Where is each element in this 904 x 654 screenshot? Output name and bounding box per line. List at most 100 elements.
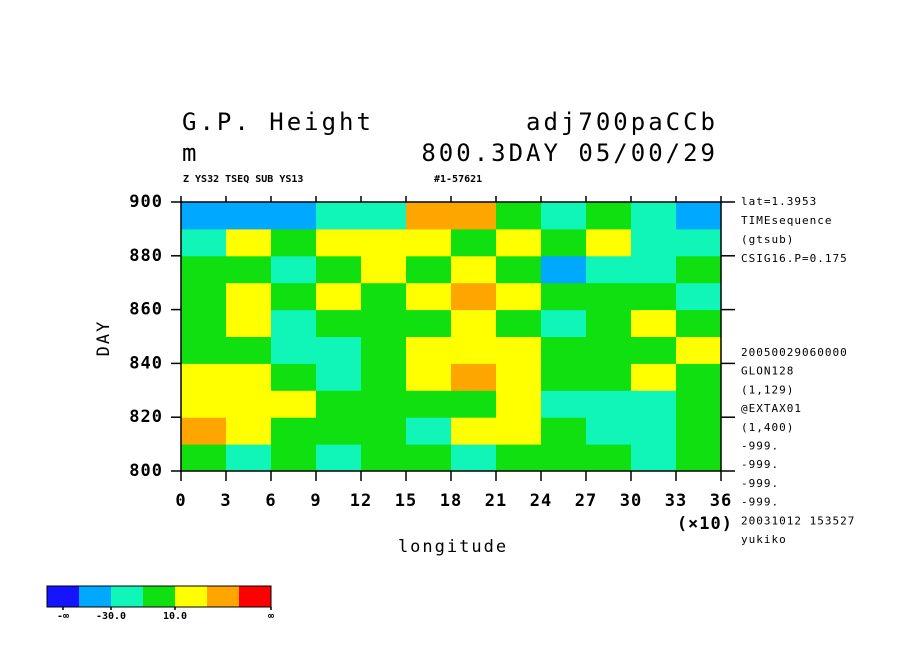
heat-cell <box>361 282 407 311</box>
heat-cell <box>406 336 452 364</box>
x-tick-label: 0 <box>175 491 186 511</box>
heat-cell <box>631 417 677 445</box>
heat-cell <box>271 282 317 311</box>
heat-cell <box>226 255 272 284</box>
heat-cell <box>181 444 227 472</box>
heat-cell <box>226 309 272 337</box>
heat-cell <box>631 255 677 284</box>
heat-cell <box>406 202 452 230</box>
info-text: TIMEsequence <box>741 214 832 227</box>
x-tick-label: 9 <box>310 491 321 511</box>
heat-cell <box>496 202 542 230</box>
heat-cell <box>361 228 407 257</box>
heat-cell <box>631 309 677 337</box>
heat-cell <box>361 417 407 445</box>
heat-cell <box>406 309 452 337</box>
y-tick-label: 840 <box>129 353 163 373</box>
heat-cell <box>361 336 407 364</box>
x-tick-label: 27 <box>575 491 597 511</box>
heat-cell <box>676 444 722 472</box>
note: Z YS32 TSEQ SUB YS13 <box>183 174 303 185</box>
heat-cell <box>181 363 227 391</box>
heat-cell <box>586 228 632 257</box>
x-tick-label: 12 <box>350 491 372 511</box>
heat-cell <box>496 336 542 364</box>
heat-cell <box>316 444 362 472</box>
heat-cell <box>631 228 677 257</box>
heat-cell <box>496 255 542 284</box>
heat-cell <box>496 309 542 337</box>
heat-cell <box>316 282 362 311</box>
units: m <box>182 139 199 167</box>
heat-cell <box>406 228 452 257</box>
subtitle: 800.3DAY 05/00/29 <box>421 139 718 167</box>
colorbar-swatch <box>143 586 176 607</box>
heat-cell <box>496 390 542 418</box>
heat-cell <box>676 255 722 284</box>
heat-cell <box>676 309 722 337</box>
heat-cell <box>451 417 497 445</box>
heat-cell <box>676 390 722 418</box>
heat-cell <box>406 444 452 472</box>
x-tick-label: 21 <box>485 491 507 511</box>
note: #1-57621 <box>434 174 482 185</box>
heat-cell <box>181 390 227 418</box>
heat-cell <box>676 282 722 311</box>
heat-cell <box>271 363 317 391</box>
heat-cell <box>631 202 677 230</box>
x-multiplier: (×10) <box>677 514 733 534</box>
heat-cell <box>316 417 362 445</box>
info-text: 20031012 153527 <box>741 514 855 527</box>
x-tick-label: 6 <box>265 491 276 511</box>
heat-cell <box>451 363 497 391</box>
heat-cell <box>181 336 227 364</box>
chart-title: G.P. Height <box>182 108 374 136</box>
heat-cell <box>631 336 677 364</box>
heat-cell <box>496 282 542 311</box>
heat-cell <box>316 202 362 230</box>
heat-cell <box>541 202 587 230</box>
heat-cell <box>406 363 452 391</box>
heat-cell <box>316 255 362 284</box>
chart-title-right: adj700paCCb <box>526 108 718 136</box>
colorbar-swatch <box>47 586 80 607</box>
heat-cell <box>406 417 452 445</box>
heat-cell <box>451 255 497 284</box>
heat-cell <box>226 202 272 230</box>
heat-cell <box>451 444 497 472</box>
heat-cell <box>316 336 362 364</box>
heat-cell <box>541 363 587 391</box>
heat-cell <box>316 228 362 257</box>
y-axis-label: DAY <box>94 320 114 357</box>
heat-cell <box>676 336 722 364</box>
heat-cell <box>226 390 272 418</box>
heat-cell <box>181 417 227 445</box>
heat-cell <box>541 255 587 284</box>
heat-cell <box>181 228 227 257</box>
heat-cell <box>676 228 722 257</box>
heat-cell <box>676 417 722 445</box>
heat-cell <box>451 390 497 418</box>
heat-cell <box>541 336 587 364</box>
heat-cell <box>541 390 587 418</box>
heat-cell <box>586 309 632 337</box>
info-text: CSIG16.P=0.175 <box>741 252 848 265</box>
heat-cell <box>631 282 677 311</box>
info-text: (1,400) <box>741 421 794 434</box>
heat-cell <box>496 417 542 445</box>
info-text: -999. <box>741 477 779 490</box>
x-tick-label: 36 <box>710 491 732 511</box>
heat-cell <box>226 444 272 472</box>
heat-cell <box>586 255 632 284</box>
heat-cell <box>496 363 542 391</box>
heat-cell <box>586 282 632 311</box>
y-tick-label: 880 <box>129 246 163 266</box>
heat-cell <box>361 363 407 391</box>
heat-cell <box>271 336 317 364</box>
info-text: -999. <box>741 458 779 471</box>
info-text: 20050029060000 <box>741 346 848 359</box>
info-text: @EXTAX01 <box>741 402 802 415</box>
heat-cell <box>586 336 632 364</box>
heat-cell <box>271 390 317 418</box>
heat-cell <box>541 444 587 472</box>
